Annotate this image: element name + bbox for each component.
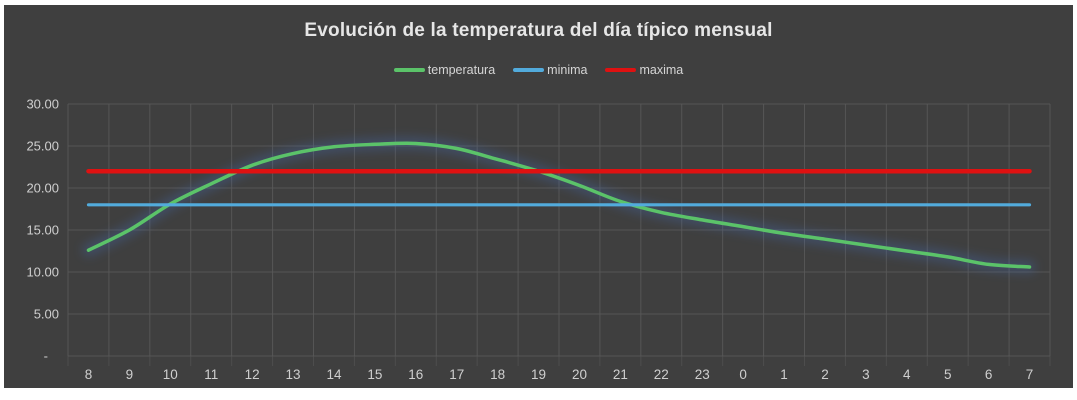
legend-label-temperatura: temperatura [427, 63, 496, 77]
y-tick-label: - [44, 349, 48, 364]
x-tick-label: 23 [695, 367, 710, 382]
x-tick-label: 22 [654, 367, 669, 382]
y-tick-label: 25.00 [26, 139, 59, 154]
x-tick-label: 3 [862, 367, 870, 382]
legend-item-maxima[interactable]: maxima [605, 63, 683, 77]
x-tick-label: 6 [985, 367, 993, 382]
y-tick-label: 20.00 [26, 181, 59, 196]
x-tick-label: 15 [367, 367, 382, 382]
x-tick-label: 19 [531, 367, 546, 382]
x-tick-label: 20 [572, 367, 587, 382]
legend-item-minima[interactable]: minima [513, 63, 587, 77]
legend-swatch-maxima [605, 68, 637, 72]
x-axis-labels: 8 9 10 11 12 13 14 15 16 17 18 19 20 21 22 23 0 1 2 3 4 5 6 7 [85, 367, 1034, 382]
x-tick-label: 8 [85, 367, 93, 382]
x-tick-label: 12 [245, 367, 260, 382]
legend-item-temperatura[interactable]: temperatura [393, 63, 496, 77]
x-tick-label: 13 [286, 367, 301, 382]
legend: temperatura minima maxima [4, 63, 1073, 77]
x-tick-label: 7 [1026, 367, 1034, 382]
y-axis-labels: 30.00 25.00 20.00 15.00 10.00 5.00 - [26, 97, 59, 364]
x-tick-label: 17 [449, 367, 464, 382]
legend-label-maxima: maxima [639, 63, 684, 77]
x-tick-label: 9 [126, 367, 134, 382]
x-tick-label: 10 [163, 367, 178, 382]
x-tick-label: 16 [408, 367, 423, 382]
x-tick-label: 11 [204, 367, 218, 382]
y-tick-label: 5.00 [34, 307, 59, 322]
x-tick-label: 14 [326, 367, 342, 382]
legend-swatch-minima [513, 68, 545, 72]
chart-title: Evolución de la temperatura del día típi… [304, 20, 773, 41]
y-tick-label: 15.00 [26, 223, 59, 238]
x-tick-label: 2 [821, 367, 829, 382]
y-tick-label: 30.00 [26, 97, 59, 112]
y-tick-label: 10.00 [26, 265, 59, 280]
gridlines [67, 103, 1051, 366]
x-tick-label: 0 [739, 367, 747, 382]
x-tick-label: 4 [903, 367, 911, 382]
legend-swatch-temperatura [393, 68, 425, 72]
x-tick-label: 21 [613, 367, 628, 382]
x-tick-label: 5 [944, 367, 952, 382]
x-tick-label: 1 [780, 367, 788, 382]
legend-label-minima: minima [547, 63, 588, 77]
x-tick-label: 18 [490, 367, 505, 382]
